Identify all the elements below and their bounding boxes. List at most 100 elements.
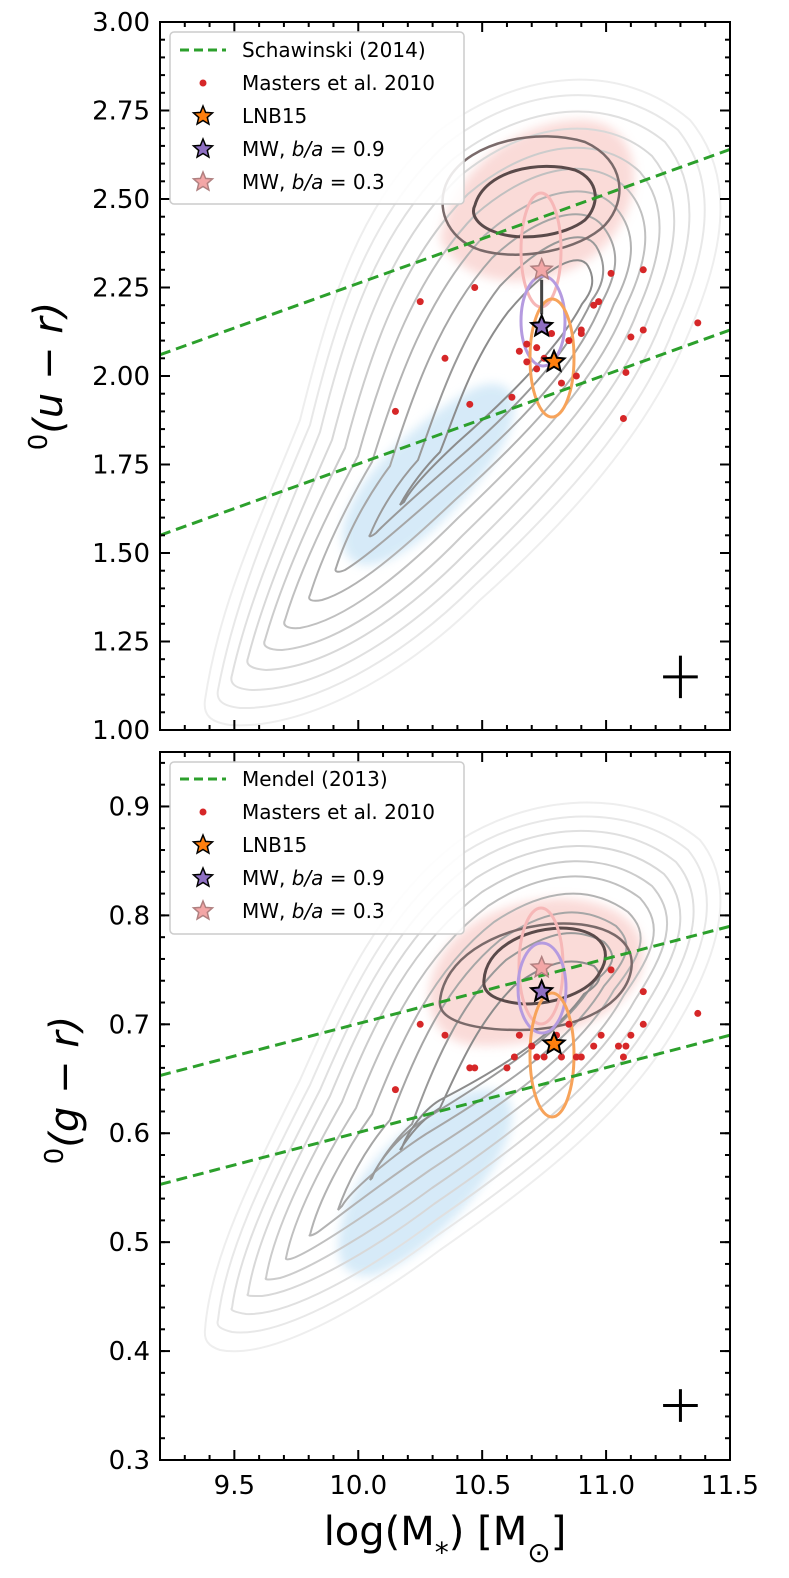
divider-line-lower <box>160 1033 730 1186</box>
masters-point <box>627 1031 635 1039</box>
masters-point <box>533 344 541 352</box>
x-tick-label: 11.0 <box>577 1471 635 1501</box>
y-tick-label: 1.75 <box>92 451 150 481</box>
masters-points <box>391 966 702 1094</box>
axis-ticks <box>160 752 730 1460</box>
ellipse-mw-09 <box>516 941 568 1035</box>
masters-point <box>466 1064 474 1072</box>
masters-point <box>528 1042 536 1050</box>
masters-point <box>471 1064 479 1072</box>
star-mw-03 <box>529 256 554 281</box>
masters-point <box>607 269 615 277</box>
y-tick-label: 0.8 <box>109 901 150 931</box>
legend-label: LNB15 <box>242 833 307 857</box>
legend-label: Mendel (2013) <box>242 767 388 791</box>
legend-label: Masters et al. 2010 <box>242 71 435 95</box>
y-tick-label: 0.4 <box>109 1337 150 1367</box>
panel-u-r: 1.00 1.25 1.50 1.75 2.00 2.25 2.50 2.75 3.00 0(u… <box>24 8 731 746</box>
masters-point <box>597 1031 605 1039</box>
x-tick-label: 9.5 <box>214 1471 255 1501</box>
legend-dot-icon <box>199 79 207 87</box>
masters-point <box>572 372 580 380</box>
masters-point <box>471 284 479 291</box>
masters-point <box>565 1020 573 1028</box>
y-tick-label: 0.7 <box>109 1010 150 1040</box>
y-tick-label: 1.25 <box>92 628 150 658</box>
masters-point <box>540 1053 548 1061</box>
y-tick-label: 1.00 <box>92 716 150 746</box>
y-tick-label: 0.6 <box>109 1119 150 1149</box>
masters-point <box>639 988 647 996</box>
masters-point <box>466 400 474 408</box>
y-tick-label: 2.50 <box>92 185 150 215</box>
masters-point <box>441 1031 449 1039</box>
ellipse-lnb15 <box>528 297 576 419</box>
legend-star-icon <box>191 899 215 921</box>
masters-point <box>515 1031 523 1039</box>
star-mw-09 <box>528 978 555 1003</box>
axis-ticks <box>160 22 730 730</box>
panel-g-r: 0.3 0.4 0.5 0.6 0.7 0.8 0.9 9.5 10.0 10.5 11.0 11.… <box>40 751 759 1501</box>
y-tick-labels: 1.00 1.25 1.50 1.75 2.00 2.25 2.50 2.75 3.00 <box>92 8 150 746</box>
masters-point <box>557 379 565 387</box>
masters-point <box>416 298 424 306</box>
density-fill-blue <box>338 1089 513 1276</box>
x-tick-label: 10.0 <box>329 1471 387 1501</box>
masters-point <box>607 966 615 974</box>
legend-star-icon <box>191 170 215 192</box>
masters-point <box>523 358 531 366</box>
divider-line-upper <box>160 924 730 1077</box>
masters-point <box>619 414 627 422</box>
masters-point <box>533 365 541 373</box>
y-tick-label: 3.00 <box>92 8 150 38</box>
masters-point <box>619 1053 627 1061</box>
legend-star-icon <box>191 104 215 126</box>
legend-star-icon <box>191 833 215 855</box>
x-axis-label: log(M*) [M⊙] <box>324 1509 567 1569</box>
legend: Schawinski (2014) Masters et al. 2010 LN… <box>169 31 465 205</box>
y-tick-label: 2.25 <box>92 274 150 304</box>
masters-point <box>590 1042 598 1050</box>
masters-point <box>508 393 516 401</box>
y-tick-label: 0.3 <box>109 1446 150 1476</box>
legend: Mendel (2013) Masters et al. 2010 LNB15 … <box>169 761 465 935</box>
masters-point <box>622 368 630 376</box>
masters-point <box>503 1064 511 1072</box>
star-mw-09 <box>528 312 555 338</box>
masters-point <box>572 1053 580 1061</box>
masters-point <box>565 337 573 345</box>
masters-point <box>510 1053 518 1061</box>
y-tick-label: 2.00 <box>92 362 150 392</box>
y-tick-label: 2.75 <box>92 97 150 127</box>
masters-points <box>391 266 702 422</box>
y-axis-label: 0(g − r) <box>40 1016 88 1165</box>
x-tick-label: 10.5 <box>453 1471 511 1501</box>
error-bar <box>663 1389 698 1422</box>
masters-point <box>590 301 598 309</box>
legend-label: MW, b/a = 0.3 <box>242 899 385 923</box>
density-fill-blue <box>342 383 515 566</box>
legend-label: LNB15 <box>242 104 307 128</box>
y-tick-labels: 0.3 0.4 0.5 0.6 0.7 0.8 0.9 <box>109 792 150 1476</box>
star-lnb15 <box>541 1030 567 1055</box>
masters-point <box>515 347 523 355</box>
legend-label: MW, b/a = 0.9 <box>242 137 385 161</box>
masters-point <box>627 333 635 341</box>
masters-point <box>595 298 603 306</box>
masters-point <box>441 354 449 362</box>
legend-label: MW, b/a = 0.3 <box>242 170 385 194</box>
masters-point <box>557 1053 565 1061</box>
masters-point <box>533 1053 541 1061</box>
masters-point <box>614 1042 622 1050</box>
x-tick-labels: 9.5 10.0 10.5 11.0 11.5 <box>214 1471 759 1501</box>
masters-point <box>577 1053 585 1061</box>
masters-point <box>577 326 585 334</box>
legend-star-icon <box>191 866 215 888</box>
masters-point <box>523 340 531 348</box>
masters-point <box>391 407 399 415</box>
masters-point <box>391 1086 399 1094</box>
x-tick-label: 11.5 <box>701 1471 759 1501</box>
legend-label: MW, b/a = 0.9 <box>242 866 385 890</box>
masters-point <box>639 326 647 334</box>
y-tick-label: 1.50 <box>92 539 150 569</box>
